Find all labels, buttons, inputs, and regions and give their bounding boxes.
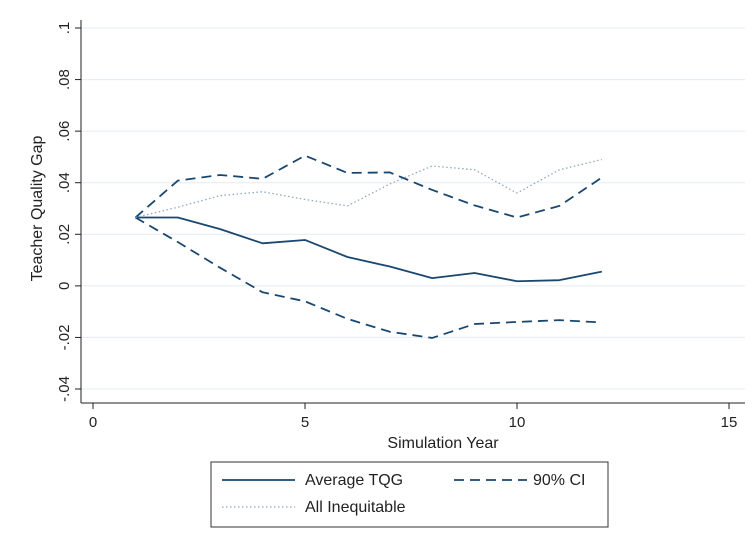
legend: Average TQG 90% CI All Inequitable bbox=[210, 461, 609, 528]
x-axis-title: Simulation Year bbox=[387, 435, 499, 452]
legend-box bbox=[210, 461, 609, 528]
y-tick-label: .1 bbox=[56, 22, 73, 35]
x-tick-label: 10 bbox=[509, 414, 526, 431]
x-tick-label: 15 bbox=[721, 414, 738, 431]
y-tick-label: .02 bbox=[56, 224, 73, 245]
y-tick-label: .06 bbox=[56, 121, 73, 142]
legend-label-90-ci: 90% CI bbox=[533, 472, 585, 489]
y-axis-ticks: -.04 -.02 0 .02 .04 .06 .08 .1 bbox=[56, 22, 81, 402]
series-line-all-inequitable bbox=[135, 158, 602, 219]
series-line-90-ci-lower bbox=[134, 216, 602, 339]
x-axis-ticks: 0 5 10 15 bbox=[89, 403, 738, 431]
y-axis-title: Teacher Quality Gap bbox=[29, 135, 46, 281]
y-tick-label: .04 bbox=[56, 172, 73, 193]
x-tick-label: 5 bbox=[301, 414, 309, 431]
x-tick-label: 0 bbox=[89, 414, 97, 431]
series-line-90-ci bbox=[134, 154, 603, 219]
series-line-average-tqg bbox=[135, 216, 602, 283]
y-tick-label: -.02 bbox=[56, 324, 73, 350]
series-layer bbox=[134, 154, 603, 339]
legend-label-all-inequitable: All Inequitable bbox=[305, 499, 406, 516]
y-tick-label: .08 bbox=[56, 69, 73, 90]
y-tick-label: 0 bbox=[56, 282, 73, 290]
legend-label-average-tqg: Average TQG bbox=[305, 472, 403, 489]
gridlines bbox=[81, 27, 745, 390]
y-tick-label: -.04 bbox=[56, 376, 73, 402]
